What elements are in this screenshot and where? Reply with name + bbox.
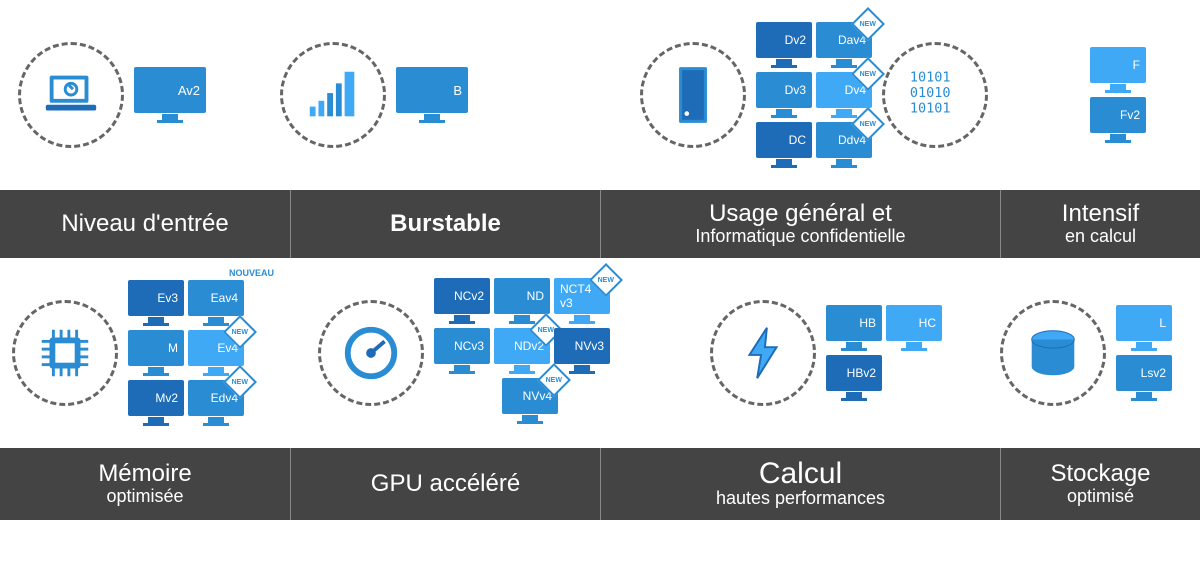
monitor-Dv3: Dv3 xyxy=(756,72,812,118)
monitor-label: Av2 xyxy=(134,67,206,113)
group-memory: Ev3 NOUVEAU Eav4 M NEW Ev4 Mv2 NEW Edv4 xyxy=(12,258,312,448)
monitor-label: Mv2 xyxy=(128,380,184,416)
monitor-M: M xyxy=(128,330,184,376)
row1-icons: Av2 B Dv2 NEW Dav4 Dv3 NEW Dv4 DC NEW Dd… xyxy=(0,0,1200,190)
band-cell-general: Usage général etInformatique confidentie… xyxy=(600,190,1000,258)
group-compute: F Fv2 xyxy=(1090,0,1200,190)
category-icon-circle xyxy=(710,300,816,406)
monitor-label: ND xyxy=(494,278,550,314)
band-cell-compute: Intensifen calcul xyxy=(1000,190,1200,258)
band-sub: hautes performances xyxy=(716,489,885,509)
band-heading: Mémoire xyxy=(98,461,191,487)
category-icon-circle xyxy=(18,42,124,148)
band-sub: en calcul xyxy=(1065,227,1136,247)
svg-text:01010: 01010 xyxy=(910,85,951,101)
svg-text:10101: 10101 xyxy=(910,69,951,85)
monitor-label: M xyxy=(128,330,184,366)
row1-band: Niveau d'entrée Burstable Usage général et… xyxy=(0,190,1200,258)
band-cell-hpc: Calculhautes performances xyxy=(600,448,1000,520)
monitor-label: L xyxy=(1116,305,1172,341)
monitor-grid: Dv2 NEW Dav4 Dv3 NEW Dv4 DC NEW Ddv4 xyxy=(756,22,872,168)
monitor-NCv3: NCv3 xyxy=(434,328,490,374)
monitor-grid: Av2 xyxy=(134,67,206,123)
band-heading: Burstable xyxy=(390,211,501,237)
monitor-label: Lsv2 xyxy=(1116,355,1172,391)
monitor-label: B xyxy=(396,67,468,113)
monitor-DC: DC xyxy=(756,122,812,168)
monitor-HC: HC xyxy=(886,305,942,351)
category-icon-circle xyxy=(1000,300,1106,406)
monitor-Mv2: Mv2 xyxy=(128,380,184,426)
group-gpu: NCv2 ND NEW NCT4 v3 NCv3 NEW NDv2 NVv3 N… xyxy=(318,258,688,448)
band-cell-storage: Stockageoptimisé xyxy=(1000,448,1200,520)
group-hpc: HB HC HBv2 xyxy=(710,258,990,448)
category-icon-circle xyxy=(12,300,118,406)
monitor-grid: NCv2 ND NEW NCT4 v3 NCv3 NEW NDv2 NVv3 N… xyxy=(434,278,626,428)
band-heading: Usage général et xyxy=(709,201,892,227)
monitor-label: HBv2 xyxy=(826,355,882,391)
group-general: Dv2 NEW Dav4 Dv3 NEW Dv4 DC NEW Ddv4 101… xyxy=(640,0,1040,190)
category-icon-circle xyxy=(318,300,424,406)
band-cell-memory: Mémoireoptimisée xyxy=(0,448,290,520)
monitor-Fv2: Fv2 xyxy=(1090,97,1146,143)
group-entry: Av2 xyxy=(18,0,238,190)
monitor-NCT4 v3: NEW NCT4 v3 xyxy=(554,278,610,324)
monitor-HBv2: HBv2 xyxy=(826,355,882,401)
category-icon-circle xyxy=(640,42,746,148)
monitor-grid: F Fv2 xyxy=(1090,47,1146,143)
monitor-label: Dv3 xyxy=(756,72,812,108)
group-storage: L Lsv2 xyxy=(1000,258,1200,448)
monitor-Lsv2: Lsv2 xyxy=(1116,355,1172,401)
monitor-NVv3: NVv3 xyxy=(554,328,610,374)
band-sub: optimisé xyxy=(1067,487,1134,507)
monitor-grid: HB HC HBv2 xyxy=(826,305,942,401)
row2-band: Mémoireoptimisée GPU accéléré Calculhautes… xyxy=(0,448,1200,520)
band-heading: Calcul xyxy=(759,459,842,489)
monitor-label: NCv2 xyxy=(434,278,490,314)
band-heading: GPU accéléré xyxy=(371,471,520,497)
monitor-label: NVv3 xyxy=(554,328,610,364)
svg-text:10101: 10101 xyxy=(910,100,951,116)
monitor-label: HC xyxy=(886,305,942,341)
band-cell-burstable: Burstable xyxy=(290,190,600,258)
monitor-Edv4: NEW Edv4 xyxy=(188,380,244,426)
band-sub: Informatique confidentielle xyxy=(695,227,905,247)
new-badge-text: NOUVEAU xyxy=(229,268,274,278)
band-heading: Niveau d'entrée xyxy=(61,211,228,237)
monitor-Av2: Av2 xyxy=(134,67,206,123)
monitor-label: Eav4 xyxy=(188,280,244,316)
row2-icons: Ev3 NOUVEAU Eav4 M NEW Ev4 Mv2 NEW Edv4 … xyxy=(0,258,1200,448)
monitor-NDv2: NEW NDv2 xyxy=(494,328,550,374)
monitor-L: L xyxy=(1116,305,1172,351)
monitor-label: F xyxy=(1090,47,1146,83)
monitor-label: Dv2 xyxy=(756,22,812,58)
monitor-label: HB xyxy=(826,305,882,341)
monitor-Dv2: Dv2 xyxy=(756,22,812,68)
band-cell-gpu: GPU accéléré xyxy=(290,448,600,520)
monitor-label: Ev3 xyxy=(128,280,184,316)
monitor-Ddv4: NEW Ddv4 xyxy=(816,122,872,168)
monitor-label: DC xyxy=(756,122,812,158)
monitor-label: NCv3 xyxy=(434,328,490,364)
band-heading: Stockage xyxy=(1050,461,1150,487)
monitor-grid: Ev3 NOUVEAU Eav4 M NEW Ev4 Mv2 NEW Edv4 xyxy=(128,280,244,426)
monitor-grid: L Lsv2 xyxy=(1116,305,1172,401)
monitor-NCv2: NCv2 xyxy=(434,278,490,324)
band-cell-entry: Niveau d'entrée xyxy=(0,190,290,258)
monitor-grid: B xyxy=(396,67,468,123)
band-heading: Intensif xyxy=(1062,201,1139,227)
monitor-HB: HB xyxy=(826,305,882,351)
category-icon-circle: 101010101010101 xyxy=(882,42,988,148)
category-icon-circle xyxy=(280,42,386,148)
monitor-Ev3: Ev3 xyxy=(128,280,184,326)
monitor-F: F xyxy=(1090,47,1146,93)
monitor-B: B xyxy=(396,67,468,123)
monitor-label: Fv2 xyxy=(1090,97,1146,133)
band-sub: optimisée xyxy=(106,487,183,507)
group-burstable: B xyxy=(280,0,540,190)
monitor-NVv4: NEW NVv4 xyxy=(502,378,558,428)
